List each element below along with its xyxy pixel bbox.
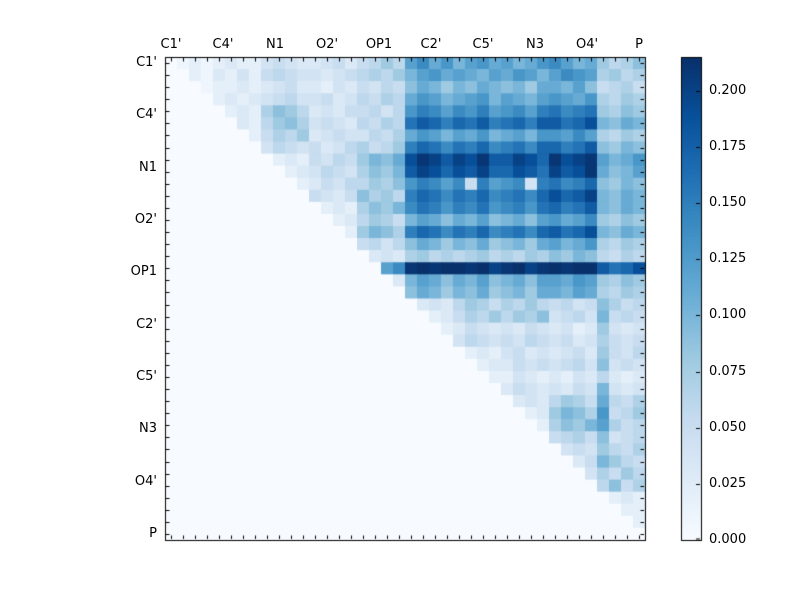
x-axis-label-5: OP1 [365,37,393,52]
y-axis-label-9: O4' [134,473,157,489]
y-axis-label-3: N1 [139,159,157,175]
y-axis-label-2: C4' [136,107,157,123]
colorbar-tick-label-2: 0.175 [709,138,747,154]
colorbar-tick-label-8: 0.025 [709,475,747,491]
colorbar-tick-label-3: 0.150 [709,195,747,211]
colorbar-tick-label-6: 0.075 [709,363,747,379]
y-axis-label-1: C1' [136,55,157,71]
x-axis-label-4: O2' [315,37,339,52]
x-axis-label-7: C5' [472,37,494,52]
colorbar-tick-label-1: 0.200 [709,82,747,98]
x-axis-label-2: C4' [212,37,234,52]
colorbar-tick-label-4: 0.125 [709,251,747,267]
y-axis-label-8: N3 [139,421,157,437]
y-axis-label-10: P [149,525,157,541]
x-axis-label-6: C2' [420,37,442,52]
x-axis-label-1: C1' [160,37,182,52]
y-axis-label-6: C2' [136,316,157,332]
y-axis-label-7: C5' [136,368,157,384]
colorbar-tick-label-5: 0.100 [709,307,747,323]
x-axis-label-8: N3 [526,37,544,52]
colorbar-tick-label-7: 0.050 [709,419,747,435]
colorbar-tick-label-9: 0.000 [709,532,747,547]
x-axis-label-9: O4' [575,37,599,52]
x-axis-label-10: P [635,37,643,52]
y-axis-label-5: OP1 [130,264,157,280]
x-axis-label-3: N1 [266,37,284,52]
y-axis-label-4: O2' [134,212,157,227]
